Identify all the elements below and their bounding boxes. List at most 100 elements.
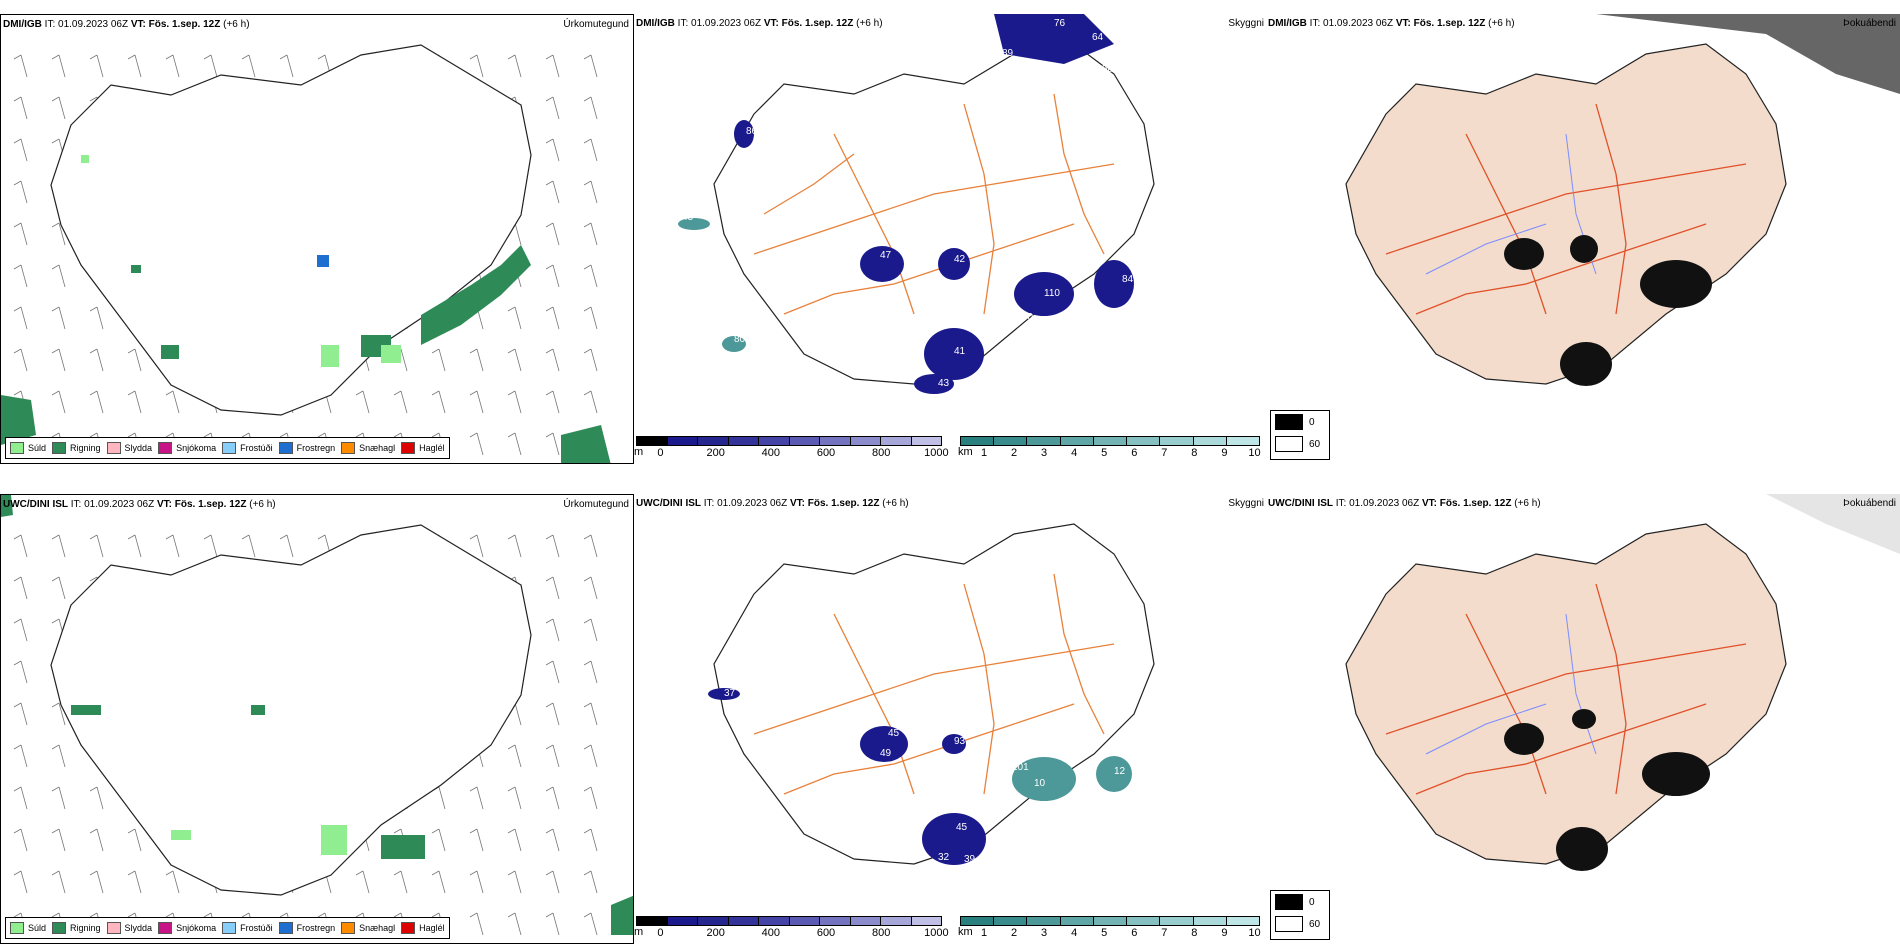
- wind-barb: [51, 534, 66, 558]
- legend-label: 0: [1309, 416, 1315, 428]
- visibility-value-label: 76: [724, 226, 736, 237]
- vt-value: Fös. 1.sep. 12Z: [1413, 18, 1486, 29]
- wind-barb: [13, 618, 28, 642]
- it-value: 01.09.2023 06Z: [717, 498, 788, 509]
- legend-label: 60: [1309, 438, 1321, 450]
- wind-barb: [393, 870, 408, 894]
- visibility-value-label: 45: [956, 822, 968, 833]
- it-label: IT:: [70, 499, 82, 510]
- colorbar-tick: 9: [1221, 447, 1228, 459]
- cloud-legend-bottom: 0 60: [1270, 890, 1330, 940]
- legend-swatch: [52, 442, 67, 454]
- wind-barb: [89, 390, 104, 414]
- wind-barb: [583, 534, 598, 558]
- visibility-value-label: 50: [1102, 64, 1114, 75]
- precip-legend-item: Haglél: [401, 922, 445, 934]
- wind-barb: [583, 912, 598, 936]
- model-name: DMI/IGB: [636, 18, 675, 29]
- vt-label: VT:: [1421, 498, 1437, 509]
- wind-barb: [51, 744, 66, 768]
- cloud-legend-top: 0 60: [1270, 410, 1330, 460]
- precip-legend-item: Slydda: [106, 442, 152, 454]
- colorbar-tick: 4: [1071, 447, 1078, 459]
- visibility-value-label: 58: [1088, 64, 1100, 75]
- header-bottom-mid: UWC/DINI ISL IT: 01.09.2023 06Z VT: Fös.…: [636, 498, 909, 509]
- colorbar-tick: 400: [761, 447, 781, 459]
- model-name: UWC/DINI ISL: [1268, 498, 1333, 509]
- colorbar-cell: [667, 917, 698, 925]
- colorbar-tick: 2: [1010, 927, 1018, 939]
- precip-type-title: Úrkomutegund: [563, 19, 629, 30]
- colorbar-tick: 8: [1191, 447, 1198, 459]
- wind-barb: [469, 54, 484, 78]
- colorbar-cell: [759, 437, 790, 445]
- wind-barb: [545, 138, 560, 162]
- wind-barb: [13, 348, 28, 372]
- cloud-panel-bottom: UWC/DINI ISL IT: 01.09.2023 06Z VT: Fös.…: [1266, 494, 1900, 944]
- legend-label: Haglél: [419, 443, 445, 453]
- colorbar-tick: 1000: [924, 927, 949, 939]
- wind-barb: [127, 870, 142, 894]
- precip-type-title: Úrkomutegund: [563, 499, 629, 510]
- wind-barb: [279, 534, 294, 558]
- colorbar-cell: [789, 917, 820, 925]
- precip-legend-item: Snjókoma: [158, 922, 216, 934]
- legend-swatch: [341, 442, 356, 454]
- precip-legend-item: Súld: [10, 442, 46, 454]
- wind-barb: [13, 306, 28, 330]
- visibility-value-label: 40: [729, 110, 741, 121]
- colorbar-tick: 0: [657, 447, 664, 459]
- wind-barb: [583, 138, 598, 162]
- precip-legend-item: Snjókoma: [158, 442, 216, 454]
- legend-swatch: [52, 922, 67, 934]
- colorbar-tick: 1: [980, 927, 988, 939]
- wind-barb: [583, 870, 598, 894]
- wind-barb: [545, 660, 560, 684]
- wind-barb: [545, 786, 560, 810]
- wind-barb: [165, 534, 180, 558]
- wind-barb: [583, 744, 598, 768]
- visibility-value-label: 43: [682, 212, 694, 223]
- wind-barb: [13, 264, 28, 288]
- colorbar-cell: [667, 437, 698, 445]
- cloud-legend-item: 60: [1271, 913, 1329, 935]
- legend-swatch: [1275, 436, 1303, 452]
- legend-swatch: [106, 922, 121, 934]
- wind-barb: [469, 828, 484, 852]
- wind-barb: [13, 222, 28, 246]
- visibility-panel-top: 76 64 58 50 89 40 86 43 76 47 42 110 70 84 41 43 44 80 DM…: [634, 14, 1266, 464]
- colorbar-cell: [1160, 437, 1194, 445]
- colorbar-cell: [1127, 917, 1161, 925]
- wind-barb: [469, 534, 484, 558]
- wind-barb: [469, 348, 484, 372]
- wind-barb: [431, 870, 446, 894]
- colorbar-tick: 10: [1248, 447, 1261, 459]
- colorbar-tick: 6: [1131, 927, 1138, 939]
- wind-barb: [51, 96, 66, 120]
- wind-barb: [127, 828, 142, 852]
- wind-barb: [13, 702, 28, 726]
- colorbar-cell: [728, 917, 759, 925]
- visibility-value-label: 70: [1022, 312, 1034, 323]
- visibility-value-label: 42: [954, 254, 966, 265]
- legend-label: Snæhagl: [359, 443, 396, 453]
- colorbar-m-bottom: 0 200 400 600 800 1000 m: [634, 916, 949, 942]
- legend-label: Súld: [28, 443, 47, 453]
- colorbar-cell: [1193, 437, 1227, 445]
- model-name: UWC/DINI ISL: [3, 499, 68, 510]
- visibility-title: Skyggni: [1228, 18, 1264, 29]
- wind-barb: [13, 96, 28, 120]
- precip-map-bottom: [1, 495, 633, 936]
- wind-barb: [583, 96, 598, 120]
- legend-swatch: [278, 922, 293, 934]
- wind-barb: [545, 744, 560, 768]
- legend-label: Súld: [28, 923, 47, 933]
- colorbar-cell: [911, 917, 941, 925]
- lead-time: (+6 h): [882, 498, 909, 509]
- visibility-value-label: 32: [938, 852, 950, 863]
- colorbar-tick: 0: [657, 927, 664, 939]
- visibility-value-label: 12: [1114, 766, 1126, 777]
- wind-barb: [13, 138, 28, 162]
- wind-barb: [13, 828, 28, 852]
- visibility-map-top: 76 64 58 50 89 40 86 43 76 47 42 110 70 84 41 43 44 80: [678, 14, 1155, 394]
